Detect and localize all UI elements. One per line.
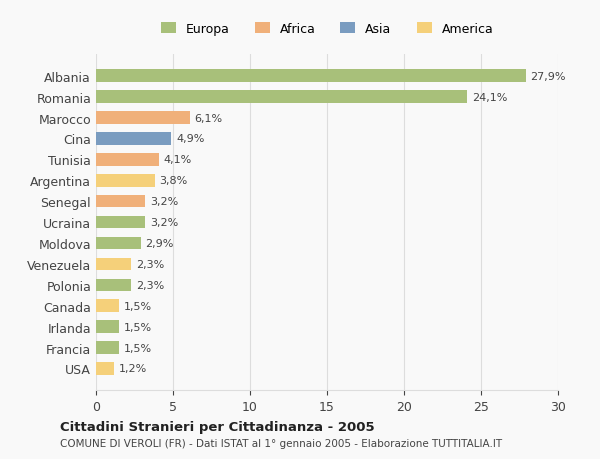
Text: 2,3%: 2,3% bbox=[136, 259, 164, 269]
Text: 24,1%: 24,1% bbox=[472, 92, 507, 102]
Bar bbox=[96, 216, 145, 229]
Bar bbox=[96, 321, 119, 333]
Text: Cittadini Stranieri per Cittadinanza - 2005: Cittadini Stranieri per Cittadinanza - 2… bbox=[60, 420, 374, 433]
Bar bbox=[96, 237, 140, 250]
Text: 4,9%: 4,9% bbox=[176, 134, 205, 144]
Bar bbox=[96, 363, 115, 375]
Text: COMUNE DI VEROLI (FR) - Dati ISTAT al 1° gennaio 2005 - Elaborazione TUTTITALIA.: COMUNE DI VEROLI (FR) - Dati ISTAT al 1°… bbox=[60, 438, 502, 448]
Bar bbox=[96, 91, 467, 104]
Bar bbox=[96, 279, 131, 291]
Text: 2,3%: 2,3% bbox=[136, 280, 164, 290]
Bar bbox=[96, 154, 159, 166]
Bar bbox=[96, 112, 190, 124]
Text: 3,2%: 3,2% bbox=[150, 218, 178, 228]
Bar bbox=[96, 174, 155, 187]
Bar bbox=[96, 196, 145, 208]
Text: 6,1%: 6,1% bbox=[194, 113, 223, 123]
Text: 1,5%: 1,5% bbox=[124, 322, 152, 332]
Text: 3,8%: 3,8% bbox=[159, 176, 187, 186]
Text: 4,1%: 4,1% bbox=[164, 155, 192, 165]
Bar bbox=[96, 258, 131, 271]
Text: 1,2%: 1,2% bbox=[119, 364, 148, 374]
Bar bbox=[96, 341, 119, 354]
Text: 27,9%: 27,9% bbox=[530, 72, 566, 82]
Bar bbox=[96, 133, 172, 146]
Text: 1,5%: 1,5% bbox=[124, 343, 152, 353]
Text: 1,5%: 1,5% bbox=[124, 301, 152, 311]
Bar bbox=[96, 70, 526, 83]
Legend: Europa, Africa, Asia, America: Europa, Africa, Asia, America bbox=[155, 18, 499, 41]
Text: 2,9%: 2,9% bbox=[145, 239, 173, 248]
Bar bbox=[96, 300, 119, 312]
Text: 3,2%: 3,2% bbox=[150, 197, 178, 207]
